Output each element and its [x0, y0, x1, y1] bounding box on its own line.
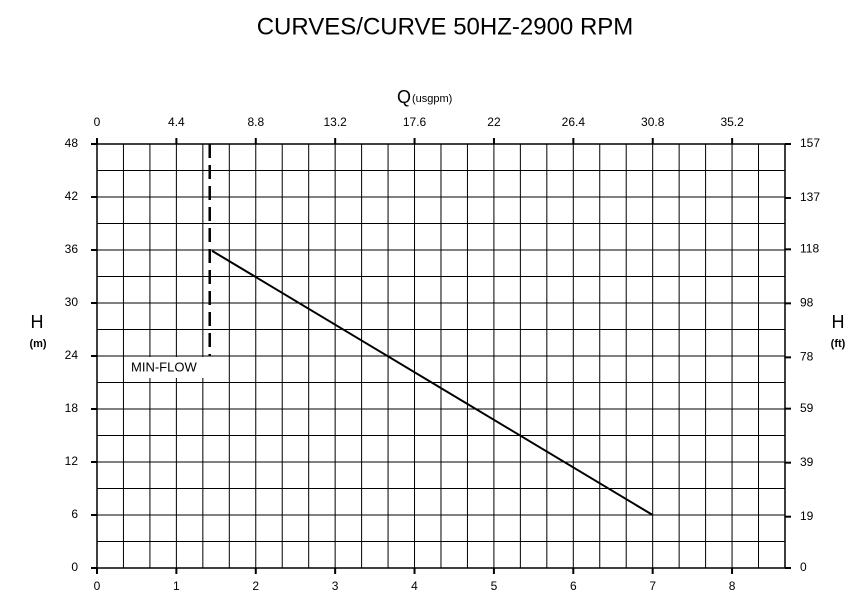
y2-tick-label: 19 — [800, 509, 814, 523]
y-tick-label: 6 — [71, 507, 78, 521]
y-axis-unit: (m) — [29, 338, 46, 350]
y2-axis-label: H — [832, 312, 845, 332]
x2-tick-label: 30.8 — [641, 115, 665, 129]
x-tick-label: 8 — [729, 579, 736, 593]
x2-tick-label: 13.2 — [323, 115, 347, 129]
y-tick-label: 42 — [65, 189, 79, 203]
y2-tick-label: 98 — [800, 296, 814, 310]
y2-tick-label: 59 — [800, 401, 814, 415]
y2-tick-label: 39 — [800, 455, 814, 469]
y2-tick-label: 0 — [800, 560, 807, 574]
y2-tick-label: 137 — [800, 190, 820, 204]
y-tick-label: 36 — [65, 242, 79, 256]
y2-tick-label: 78 — [800, 350, 814, 364]
min-flow-label: MIN-FLOW — [131, 359, 197, 374]
y-tick-label: 0 — [71, 560, 78, 574]
y-tick-label: 12 — [65, 454, 79, 468]
curve — [211, 250, 654, 516]
x2-tick-label: 4.4 — [168, 115, 185, 129]
chart-title: CURVES/CURVE 50HZ-2900 RPM — [257, 13, 634, 40]
y2-tick-label: 157 — [800, 136, 820, 150]
x2-tick-label: 22 — [487, 115, 501, 129]
x2-axis-label: Q — [397, 87, 411, 107]
min-flow-box — [124, 357, 204, 378]
y2-tick-label: 118 — [800, 241, 819, 255]
x-tick-label: 0 — [94, 579, 101, 593]
y-tick-label: 24 — [65, 348, 79, 362]
x-tick-label: 4 — [411, 579, 418, 593]
y-axis-label: H — [31, 312, 44, 332]
x2-tick-label: 26.4 — [562, 115, 586, 129]
x-tick-label: 5 — [491, 579, 498, 593]
x2-tick-label: 8.8 — [247, 115, 264, 129]
x-tick-label: 6 — [570, 579, 577, 593]
x2-tick-label: 17.6 — [403, 115, 427, 129]
x2-tick-label: 35.2 — [720, 115, 744, 129]
x-tick-label: 2 — [252, 579, 259, 593]
x-tick-label: 7 — [649, 579, 656, 593]
y-tick-label: 18 — [65, 401, 79, 415]
y2-axis-unit: (ft) — [831, 338, 846, 350]
x2-axis-unit: (usgpm) — [412, 93, 452, 105]
x-tick-label: 1 — [173, 579, 180, 593]
y-tick-label: 48 — [65, 136, 79, 150]
x2-tick-label: 0 — [94, 115, 101, 129]
y-tick-label: 30 — [65, 295, 79, 309]
x-tick-label: 3 — [332, 579, 339, 593]
